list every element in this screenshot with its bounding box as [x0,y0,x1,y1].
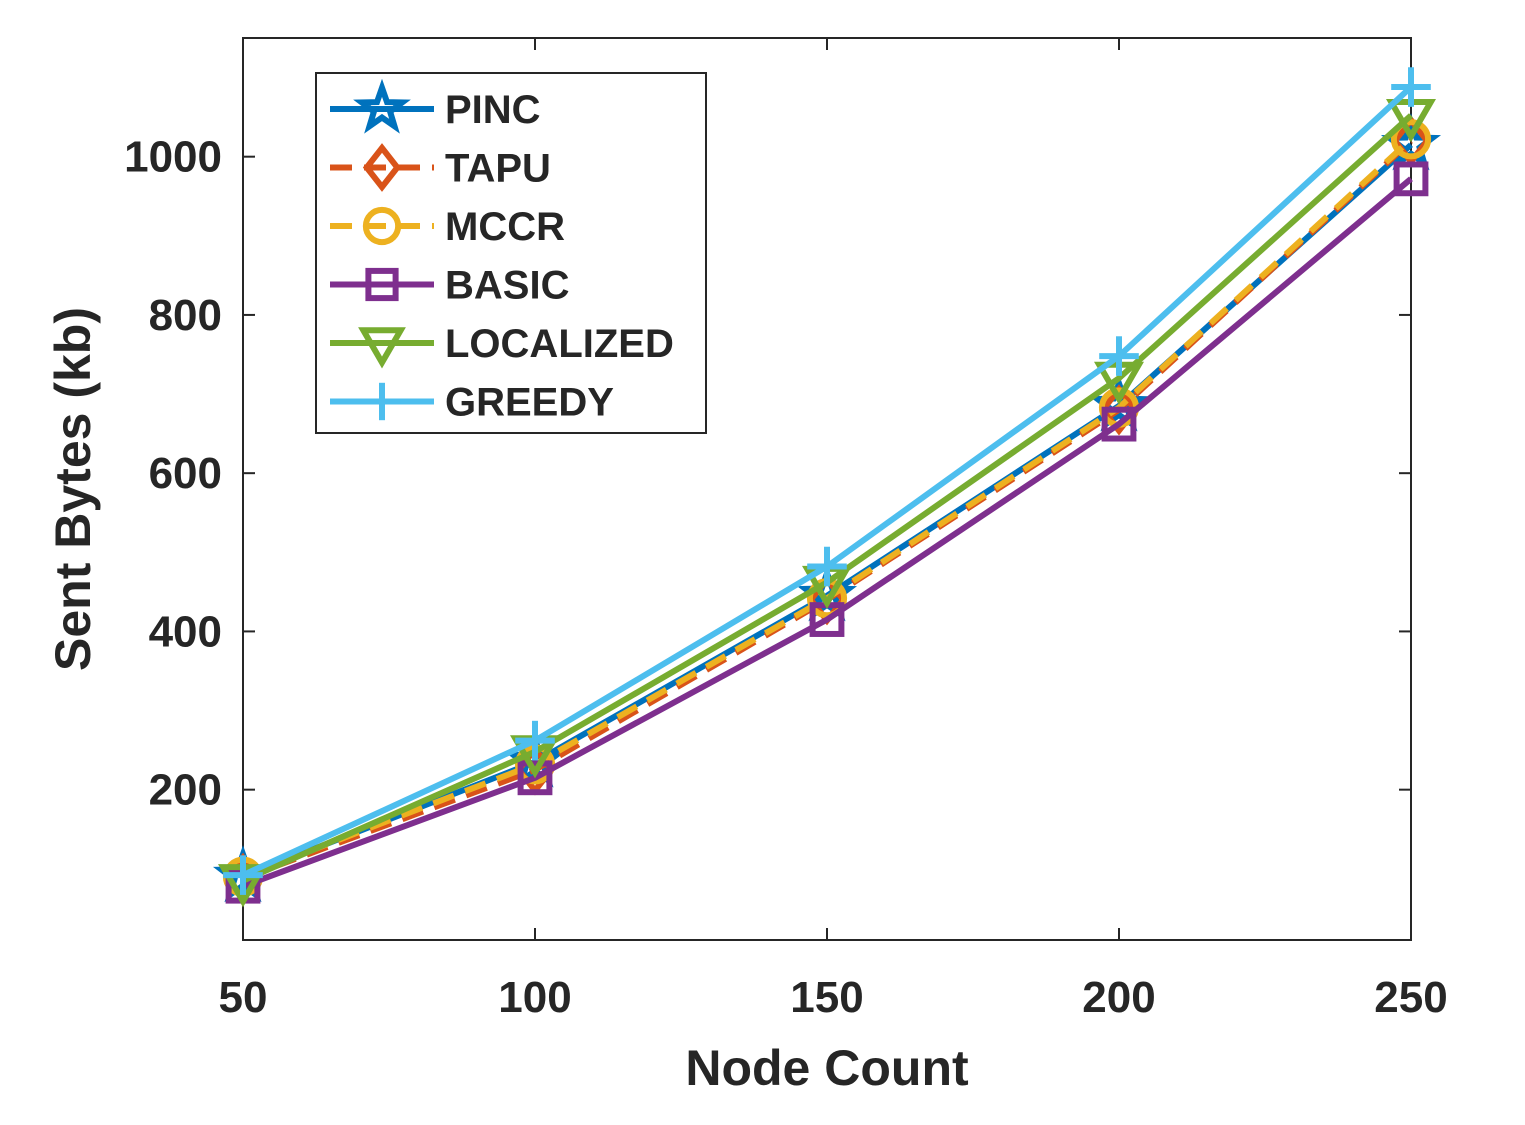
square-marker [365,267,399,302]
legend-label: PINC [445,88,541,132]
y-axis-label: Sent Bytes (kb) [45,307,101,671]
circle-marker [1390,119,1432,160]
legend-label: BASIC [445,264,569,308]
square-marker [1393,161,1429,197]
y-tick-label: 600 [149,449,222,498]
legend-entry-localized: LOCALIZED [330,322,674,369]
legend-label: TAPU [445,147,551,191]
square-marker [1101,406,1137,442]
legend-box [315,72,707,434]
diamond-marker [362,143,402,192]
x-tick-label: 100 [498,973,571,1022]
series-layer [212,67,1442,908]
legend-entry-basic: BASIC [330,264,569,308]
y-tick-label: 400 [149,607,222,656]
legend-entry-greedy: GREEDY [330,381,614,425]
y-tick-label: 1000 [124,133,222,182]
y-tick-label: 800 [149,291,222,340]
x-tick-label: 250 [1374,973,1447,1022]
legend-label: GREEDY [445,381,614,425]
circle-marker [362,206,402,246]
legend: PINC TAPU MCCR BASIC LOCALIZED GREEDY [315,72,707,434]
series-basic [225,161,1429,904]
x-axis-label: Node Count [685,1040,969,1096]
x-tick-label: 50 [219,973,268,1022]
legend-entry-mccr: MCCR [330,205,565,249]
legend-label: LOCALIZED [445,322,674,366]
star-marker [353,78,411,134]
triangle-down-marker [358,327,406,369]
square-marker [517,760,553,796]
legend-entry-pinc: PINC [330,78,541,134]
legend-entry-tapu: TAPU [330,143,551,192]
y-tick-label: 200 [149,766,222,815]
x-tick-label: 200 [1082,973,1155,1022]
x-tick-label: 150 [790,973,863,1022]
axis-ticks: 50 100 150 200 250 200 400 600 800 1000 [124,38,1448,1022]
series-line [241,176,1413,890]
diamond-marker [1098,384,1140,436]
legend-label: MCCR [445,205,565,249]
series-greedy [223,67,1431,895]
